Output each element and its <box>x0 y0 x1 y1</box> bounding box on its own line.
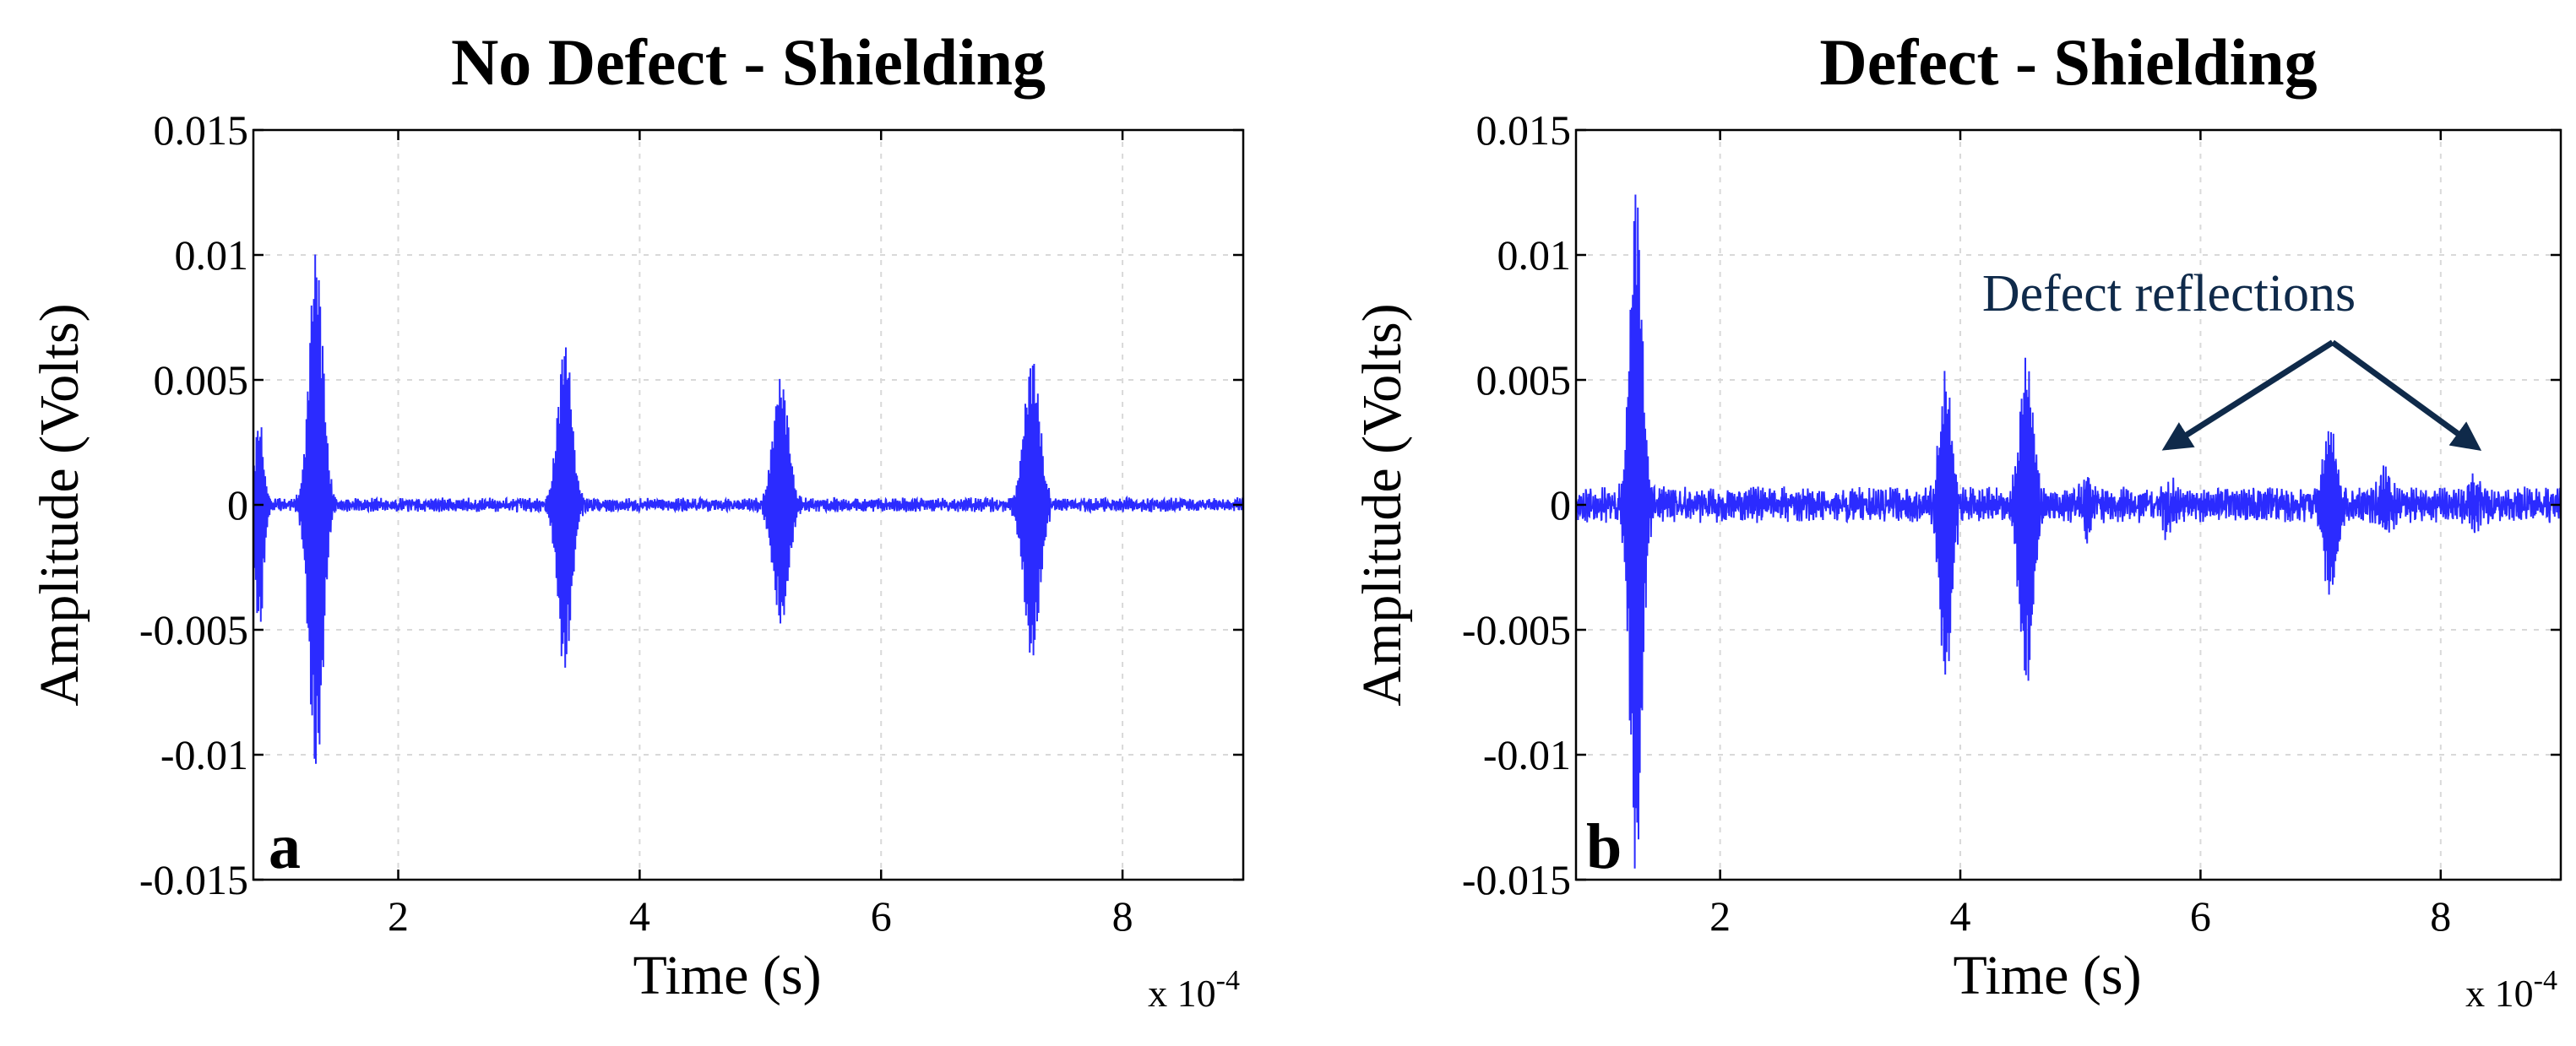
chart-a-ytick-label-6: -0.015 <box>139 856 248 903</box>
chart-a-xlabel: Time (s) <box>633 945 821 1006</box>
chart-a-ylabel: Amplitude (Volts) <box>29 303 90 706</box>
chart-figure: 2 4 6 8 0.015 0.01 0.005 0 -0.005 -0.01 -0.015 No D… <box>0 0 2576 1046</box>
chart-a-panel-label: a <box>269 811 301 882</box>
chart-b-ytick-label-4: -0.005 <box>1462 606 1571 653</box>
chart-a-xtick-label-2: 6 <box>871 892 892 940</box>
chart-a-ytick-label-5: -0.01 <box>160 731 248 778</box>
chart-b-xtick-label-3: 8 <box>2430 892 2451 940</box>
chart-b-xtick-label-2: 6 <box>2190 892 2211 940</box>
chart-a-xtick-label-3: 8 <box>1112 892 1133 940</box>
chart-a-x-multiplier: x 10-4 <box>1148 965 1240 1015</box>
chart-a-ytick-label-3: 0 <box>227 481 248 528</box>
chart-b-x-multiplier: x 10-4 <box>2465 965 2557 1015</box>
chart-b-ylabel: Amplitude (Volts) <box>1351 303 1413 706</box>
chart-a-ytick-label-1: 0.01 <box>175 231 249 279</box>
chart-a-ytick-label-2: 0.005 <box>154 356 249 404</box>
chart-b-ytick-label-5: -0.01 <box>1483 731 1571 778</box>
figure: 2 4 6 8 0.015 0.01 0.005 0 -0.005 -0.01 -0.015 No D… <box>0 0 2576 1046</box>
chart-a-ytick-label-0: 0.015 <box>154 106 249 154</box>
chart-a-xtick-label-0: 2 <box>388 892 409 940</box>
chart-a: 2 4 6 8 0.015 0.01 0.005 0 -0.005 -0.01 -0.015 No D… <box>29 25 1243 1015</box>
chart-b: 2 4 6 8 0.015 0.01 0.005 0 -0.005 -0.01 -0.015 Defe… <box>1351 25 2561 1015</box>
chart-b-xtick-label-0: 2 <box>1709 892 1731 940</box>
chart-b-ytick-label-1: 0.01 <box>1497 231 1572 279</box>
chart-b-title: Defect - Shielding <box>1819 25 2317 99</box>
chart-b-xtick-label-1: 4 <box>1950 892 1971 940</box>
chart-b-ytick-label-2: 0.005 <box>1476 356 1572 404</box>
chart-b-ytick-label-3: 0 <box>1550 481 1571 528</box>
chart-b-panel-label: b <box>1586 811 1622 882</box>
chart-b-ytick-label-6: -0.015 <box>1462 856 1571 903</box>
chart-b-xlabel: Time (s) <box>1953 945 2141 1006</box>
chart-a-xtick-label-1: 4 <box>629 892 650 940</box>
chart-b-ytick-label-0: 0.015 <box>1476 106 1572 154</box>
chart-a-title: No Defect - Shielding <box>451 25 1046 99</box>
chart-a-ytick-label-4: -0.005 <box>139 606 248 653</box>
chart-b-annotation-text: Defect reflections <box>1982 265 2356 322</box>
